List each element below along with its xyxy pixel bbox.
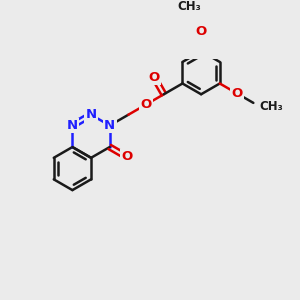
Text: O: O xyxy=(148,71,160,84)
Text: N: N xyxy=(67,119,78,132)
Text: O: O xyxy=(231,87,243,100)
Text: N: N xyxy=(104,119,115,132)
Text: O: O xyxy=(121,150,132,163)
Text: CH₃: CH₃ xyxy=(259,100,283,112)
Text: CH₃: CH₃ xyxy=(177,0,201,13)
Text: O: O xyxy=(196,25,207,38)
Text: N: N xyxy=(85,108,97,121)
Text: O: O xyxy=(140,98,152,111)
